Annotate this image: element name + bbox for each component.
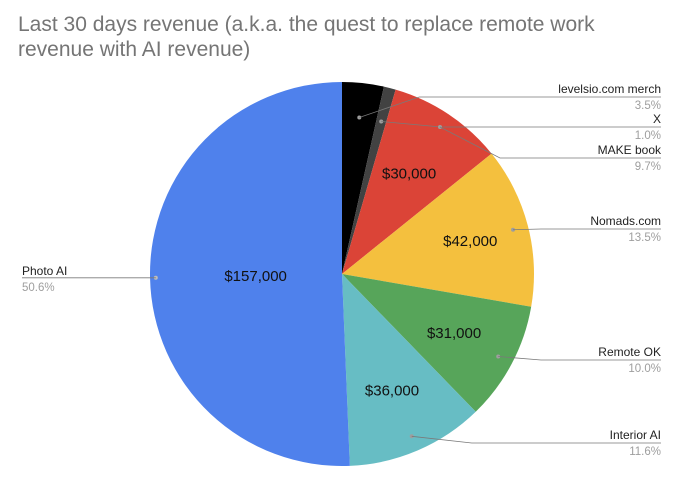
pie-slice-levelsio-com-merch [342, 82, 384, 274]
pie-slice-x [342, 86, 396, 274]
pie-slice-nomads-com [342, 153, 534, 307]
slice-name-label: Photo AI [22, 264, 67, 278]
callout-line [498, 356, 661, 361]
slice-callouts: levelsio.com merch 3.5%X 1.0%MAKE book 9.7%… [22, 82, 662, 458]
slice-value-label: $30,000 [382, 165, 436, 182]
pie-slice-remote-ok [342, 274, 532, 412]
pie-slices [149, 82, 534, 466]
slice-value-label: $36,000 [365, 382, 419, 399]
slice-percent-label: 9.7% [635, 161, 661, 173]
callout-line [512, 228, 661, 231]
callout-line [411, 435, 661, 444]
callout-line [439, 126, 661, 159]
callout-line [359, 96, 661, 118]
slice-percent-label: 50.6% [22, 282, 55, 294]
slice-percent-label: 3.5% [635, 100, 661, 112]
slice-percent-label: 13.5% [628, 232, 661, 244]
pie-slice-make-book [342, 89, 492, 274]
pie-slice-photo-ai [149, 82, 350, 466]
chart-title: Last 30 days revenue (a.k.a. the quest t… [18, 12, 668, 62]
slice-percent-label: 11.6% [629, 446, 661, 458]
slice-value-label: $42,000 [443, 233, 497, 250]
slice-percent-label: 10.0% [628, 363, 661, 375]
slice-name-label: Nomads.com [590, 214, 661, 228]
chart-title-line-2: revenue with AI revenue) [18, 38, 251, 61]
chart-title-line-1: Last 30 days revenue (a.k.a. the quest t… [18, 13, 595, 36]
slice-percent-label: 1.0% [635, 130, 661, 142]
slice-name-label: X [653, 112, 661, 126]
slice-value-label: $31,000 [427, 325, 481, 342]
slice-name-label: Interior AI [610, 428, 661, 442]
slice-value-labels: $30,000 $42,000 $31,000 $36,000 $157,000 [224, 165, 497, 399]
slice-name-label: levelsio.com merch [558, 82, 661, 96]
slice-name-label: Remote OK [598, 345, 661, 359]
slice-name-label: MAKE book [598, 143, 662, 157]
pie-slice-interior-ai [342, 274, 476, 466]
slice-value-label: $157,000 [224, 268, 287, 285]
